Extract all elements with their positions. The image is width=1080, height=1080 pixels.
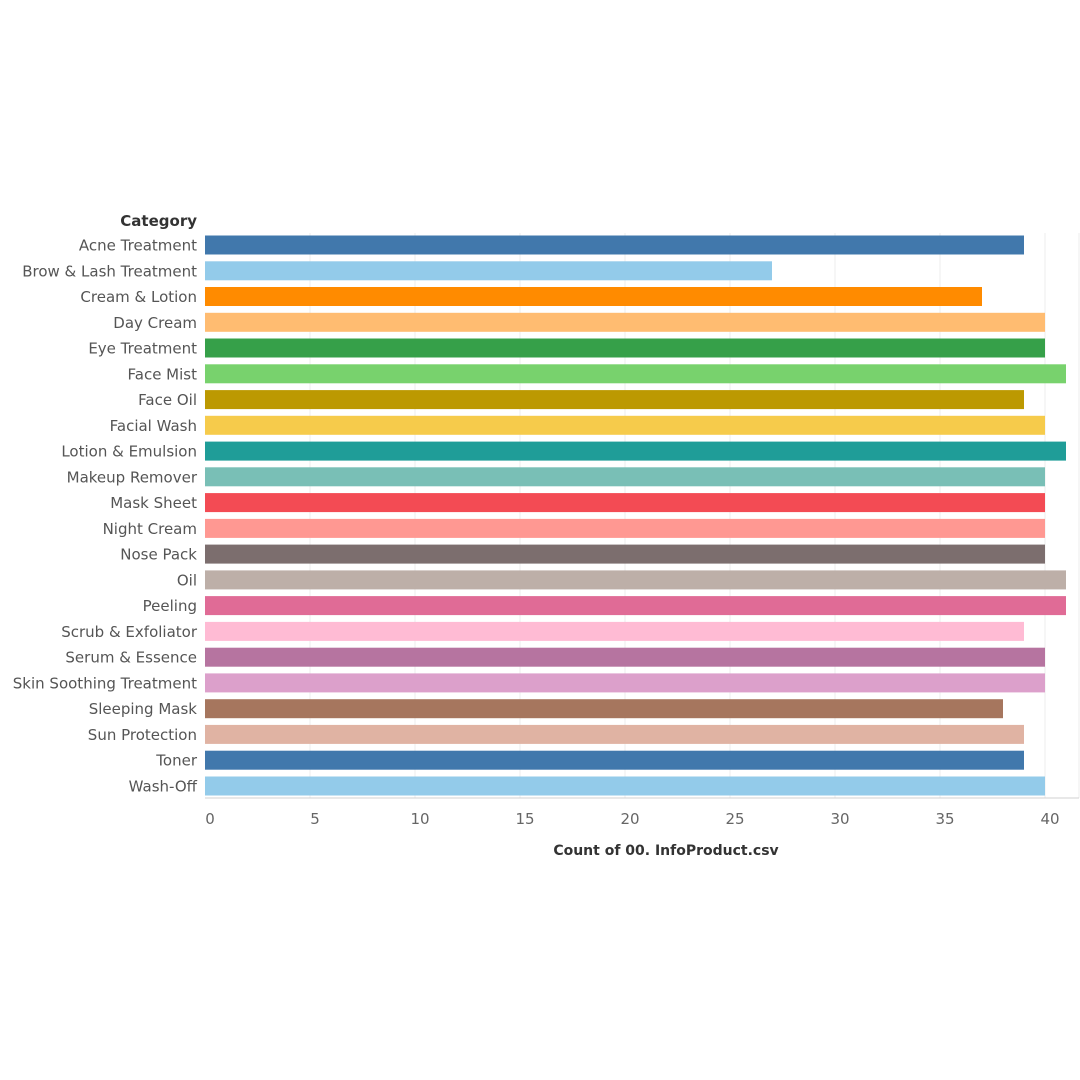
category-label: Brow & Lash Treatment bbox=[22, 262, 197, 280]
bar bbox=[205, 235, 1024, 255]
category-label: Peeling bbox=[143, 597, 197, 615]
bar bbox=[205, 647, 1045, 667]
x-tick-label: 30 bbox=[830, 810, 849, 828]
bar bbox=[205, 673, 1045, 693]
category-label: Wash-Off bbox=[129, 778, 198, 796]
x-axis-title: Count of 00. InfoProduct.csv bbox=[553, 843, 778, 859]
x-tick-label: 5 bbox=[310, 810, 320, 828]
category-label: Scrub & Exfoliator bbox=[61, 623, 198, 641]
row-header: Category bbox=[120, 212, 197, 230]
bar bbox=[205, 390, 1024, 410]
category-label: Mask Sheet bbox=[110, 494, 197, 512]
category-label: Night Cream bbox=[103, 520, 197, 538]
category-label: Face Oil bbox=[138, 391, 197, 409]
x-tick-label: 25 bbox=[725, 810, 744, 828]
x-tick-label: 35 bbox=[935, 810, 954, 828]
x-tick-label: 0 bbox=[205, 810, 215, 828]
category-label: Toner bbox=[155, 752, 198, 770]
bar bbox=[205, 261, 772, 281]
bar bbox=[205, 621, 1024, 641]
x-axis-ticks: 0 5 10 15 20 25 30 35 40 bbox=[205, 810, 1059, 828]
category-label: Lotion & Emulsion bbox=[61, 443, 197, 461]
category-label: Acne Treatment bbox=[79, 237, 197, 255]
bar bbox=[205, 312, 1045, 332]
category-label: Facial Wash bbox=[110, 417, 197, 435]
category-label: Face Mist bbox=[128, 365, 198, 383]
category-labels: Acne Treatment Brow & Lash Treatment Cream… bbox=[13, 237, 198, 796]
bar bbox=[205, 364, 1066, 384]
bar bbox=[205, 724, 1024, 744]
category-label: Day Cream bbox=[113, 314, 197, 332]
bar bbox=[205, 338, 1045, 358]
category-label: Oil bbox=[177, 571, 197, 589]
x-tick-label: 10 bbox=[410, 810, 429, 828]
category-label: Skin Soothing Treatment bbox=[13, 674, 197, 692]
bar bbox=[205, 518, 1045, 538]
bar bbox=[205, 544, 1045, 564]
bar bbox=[205, 596, 1066, 616]
bar bbox=[205, 570, 1066, 590]
x-tick-label: 15 bbox=[515, 810, 534, 828]
bars bbox=[205, 235, 1066, 796]
bar bbox=[205, 776, 1045, 796]
x-tick-label: 20 bbox=[620, 810, 639, 828]
category-label: Serum & Essence bbox=[65, 649, 197, 667]
category-label: Nose Pack bbox=[120, 546, 197, 564]
bar bbox=[205, 467, 1045, 487]
category-label: Sun Protection bbox=[88, 726, 197, 744]
bar bbox=[205, 287, 982, 306]
bar bbox=[205, 699, 1003, 719]
category-label: Makeup Remover bbox=[67, 468, 198, 486]
bar bbox=[205, 493, 1045, 513]
bar bbox=[205, 750, 1024, 770]
x-tick-label: 40 bbox=[1040, 810, 1059, 828]
bar bbox=[205, 441, 1066, 461]
bar bbox=[205, 415, 1045, 435]
category-label: Sleeping Mask bbox=[89, 700, 198, 718]
category-label: Cream & Lotion bbox=[80, 288, 197, 306]
category-label: Eye Treatment bbox=[88, 340, 197, 358]
